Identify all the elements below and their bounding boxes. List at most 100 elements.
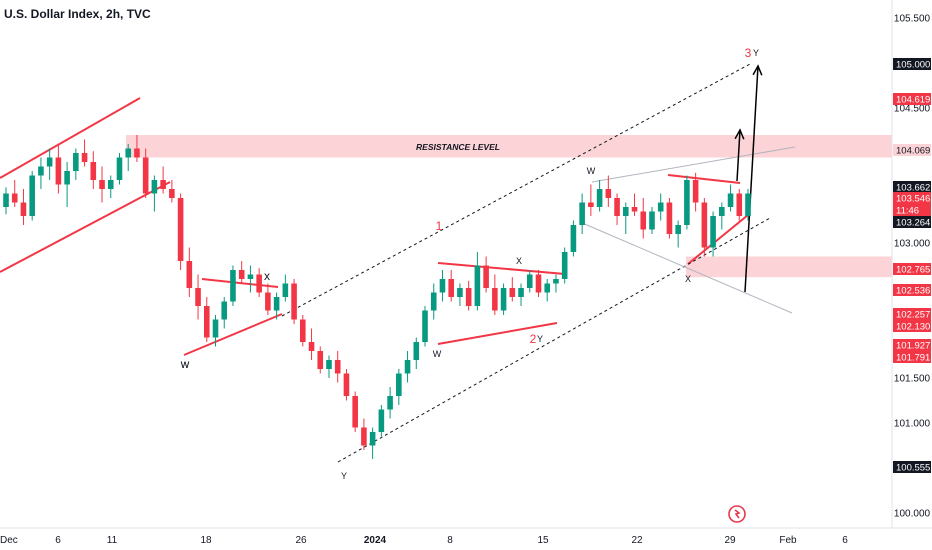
candle-body xyxy=(300,319,306,342)
candle-body xyxy=(55,157,62,185)
channel-lower-dashed xyxy=(337,217,771,463)
price-label-bg xyxy=(893,181,931,193)
candle-body xyxy=(378,409,385,432)
trend-line xyxy=(667,174,741,184)
candle-body xyxy=(265,292,271,311)
candle-body xyxy=(151,180,158,194)
candle-body xyxy=(509,288,516,297)
wave-label: X xyxy=(685,274,691,284)
candle-body xyxy=(64,171,70,185)
price-label: 101.791 xyxy=(896,353,930,364)
x-tick-label: 6 xyxy=(55,535,61,546)
candle-body xyxy=(238,270,245,279)
candle-body xyxy=(448,279,454,297)
candle-body xyxy=(649,211,655,230)
candle-body xyxy=(273,297,280,311)
candle-body xyxy=(291,283,297,320)
candle-body xyxy=(526,274,533,288)
candle-body xyxy=(134,148,140,158)
price-label: 11:46 xyxy=(896,206,919,217)
x-tick-label: 8 xyxy=(447,535,453,546)
price-label-bg xyxy=(893,339,931,351)
candle-body xyxy=(160,180,166,189)
price-label-bg xyxy=(893,284,931,296)
candle-body xyxy=(361,427,367,446)
tradingview-logo-icon xyxy=(728,505,746,523)
candle-body xyxy=(212,319,219,338)
candle-body xyxy=(483,265,489,288)
wave-label: X xyxy=(516,256,522,266)
arrow-up-short-head xyxy=(734,128,745,140)
trend-line xyxy=(0,97,141,179)
candle-body xyxy=(422,310,428,342)
price-label: 102.536 xyxy=(896,286,930,297)
candle-body xyxy=(125,148,132,158)
price-label: 102.257 xyxy=(896,310,930,321)
wave-label: W xyxy=(181,360,190,370)
price-label: 103.546 xyxy=(896,194,930,205)
candle-body xyxy=(247,274,254,279)
candle-body xyxy=(614,198,620,216)
candle-body xyxy=(334,360,341,374)
candle-body xyxy=(308,342,315,351)
trend-line xyxy=(0,181,171,273)
resistance-label: RESISTANCE LEVEL xyxy=(416,142,500,152)
candle-body xyxy=(38,166,44,176)
trend-line xyxy=(437,262,566,275)
y-tick-label: 104.500 xyxy=(894,104,931,115)
trend-line xyxy=(687,214,749,265)
trend-line xyxy=(183,313,283,356)
price-label: 101.927 xyxy=(896,341,930,352)
candle-body xyxy=(46,157,53,167)
price-label: 100.555 xyxy=(896,463,930,474)
x-tick-label: 2024 xyxy=(364,535,387,546)
candle-body xyxy=(666,202,673,234)
candle-body xyxy=(727,193,734,207)
candle-body xyxy=(73,153,79,171)
x-tick-label: 6 xyxy=(842,535,848,546)
price-label-bg xyxy=(893,58,931,70)
gray-line xyxy=(591,146,796,183)
price-label: 103.264 xyxy=(896,218,930,229)
candle-body xyxy=(692,180,699,203)
candle-body xyxy=(90,162,97,180)
drawings xyxy=(0,63,796,463)
y-tick-label: 101.000 xyxy=(894,419,931,430)
x-tick-label: 22 xyxy=(631,535,643,546)
candle-body xyxy=(20,202,27,216)
candle-body xyxy=(710,216,716,248)
candle-body xyxy=(396,373,402,396)
price-label-bg xyxy=(893,192,931,204)
candle-body xyxy=(535,274,542,293)
zones: RESISTANCE LEVEL xyxy=(126,135,892,278)
candle-body xyxy=(439,279,446,293)
wave-label: Y xyxy=(537,334,543,344)
candle-body xyxy=(553,279,559,284)
candle-body xyxy=(430,292,437,311)
candle-body xyxy=(352,396,358,428)
trend-line xyxy=(437,322,558,345)
candle-body xyxy=(500,288,507,311)
x-tick-label: 15 xyxy=(537,535,549,546)
x-tick-label: 11 xyxy=(107,535,118,546)
candle-body xyxy=(640,211,647,230)
x-tick-label: Dec xyxy=(0,535,18,546)
candle-body xyxy=(256,274,262,293)
candle-body xyxy=(29,175,35,216)
candles xyxy=(3,135,751,459)
price-label-bg xyxy=(893,351,931,363)
chart-title: U.S. Dollar Index, 2h, TVC xyxy=(4,7,151,21)
y-tick-label: 103.000 xyxy=(894,239,931,250)
candle-body xyxy=(457,288,463,297)
price-label: 102.130 xyxy=(896,322,930,333)
candle-body xyxy=(701,202,708,248)
candle-body xyxy=(588,202,594,207)
candle-body xyxy=(177,198,184,261)
wave-label: W xyxy=(587,166,596,176)
candle-body xyxy=(326,360,332,369)
y-tick-label: 100.000 xyxy=(894,509,931,520)
y-tick-label: 101.500 xyxy=(894,374,931,385)
candle-body xyxy=(544,283,551,293)
